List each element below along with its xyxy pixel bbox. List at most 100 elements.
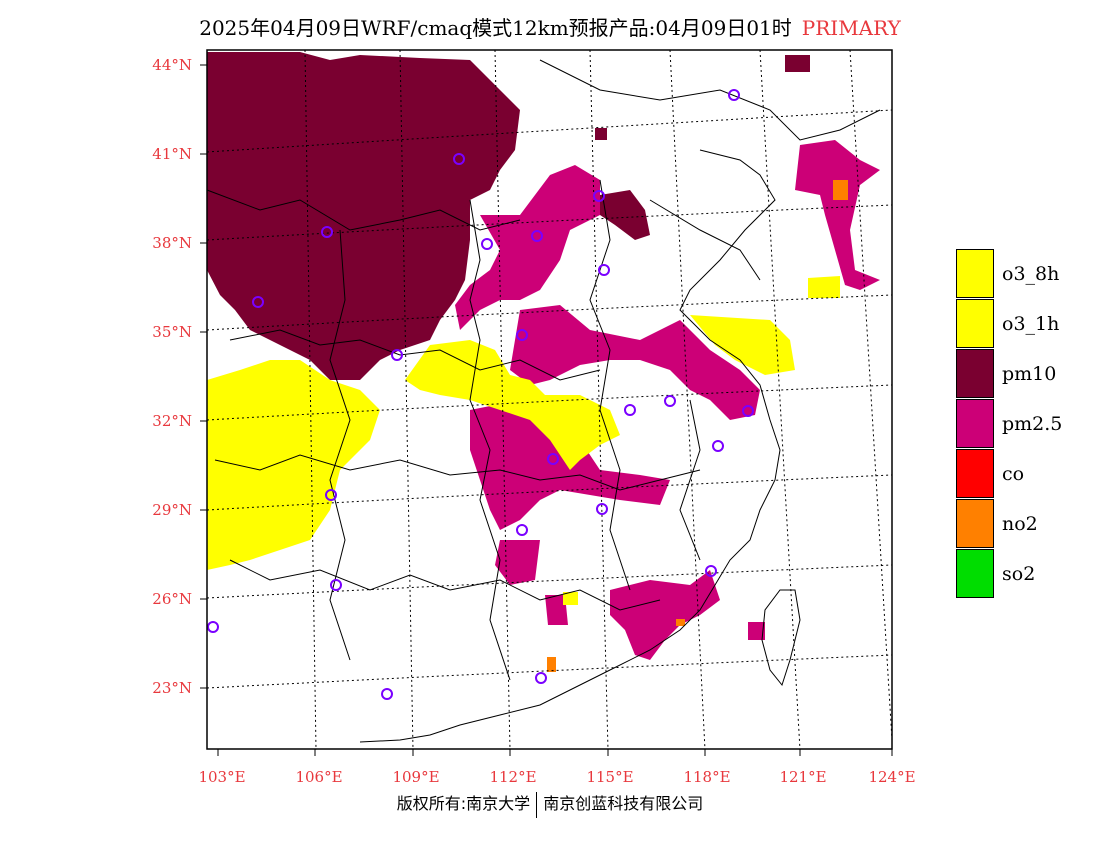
lon-label: 106°E xyxy=(295,768,342,786)
lon-line-109 xyxy=(399,49,414,751)
station-marker xyxy=(321,226,333,238)
pm25-region-taiwan-strait xyxy=(748,622,765,640)
station-marker xyxy=(481,238,493,250)
legend-item-co: co xyxy=(956,449,1078,499)
legend-swatch xyxy=(956,349,994,398)
tick-marks xyxy=(200,64,893,756)
o3-region-south xyxy=(563,592,578,605)
title-text: 2025年04月09日WRF/cmaq模式12km预报产品:04月09日01时 xyxy=(199,16,792,40)
legend-label: pm10 xyxy=(1002,363,1057,385)
legend-swatch xyxy=(956,249,994,298)
station-marker xyxy=(516,524,528,536)
legend-swatch xyxy=(956,399,994,448)
legend-label: no2 xyxy=(1002,513,1038,535)
pollutant-legend: o3_8h o3_1h pm10 pm2.5 co no2 so2 xyxy=(956,249,1078,599)
legend-label: o3_8h xyxy=(1002,263,1060,285)
lon-line-118 xyxy=(669,49,706,751)
pm10-patch-nw2 xyxy=(785,55,810,72)
pm10-patch-north xyxy=(595,128,607,140)
legend-item-o3-1h: o3_1h xyxy=(956,299,1078,349)
pm10-region-northwest xyxy=(207,52,520,380)
legend-swatch xyxy=(956,549,994,598)
lon-line-112 xyxy=(494,49,511,751)
station-marker xyxy=(712,440,724,452)
lon-label: 121°E xyxy=(779,768,826,786)
lon-label: 118°E xyxy=(683,768,730,786)
lat-label: 29°N xyxy=(152,501,192,519)
province-border-4 xyxy=(229,559,661,611)
o3-region-southwest xyxy=(207,360,380,570)
lat-labels: 44°N 41°N 38°N 35°N 32°N 29°N 26°N 23°N xyxy=(152,56,192,697)
station-marker xyxy=(325,489,337,501)
pm25-region-guizhou xyxy=(495,540,540,585)
province-border-5 xyxy=(469,199,511,681)
legend-label: o3_1h xyxy=(1002,313,1060,335)
legend-item-o3-8h: o3_8h xyxy=(956,249,1078,299)
station-marker xyxy=(705,565,717,577)
lat-label: 32°N xyxy=(152,412,192,430)
pm25-region-central xyxy=(510,305,760,420)
station-marker xyxy=(547,453,559,465)
pm25-region-guangxi xyxy=(545,595,568,625)
lon-labels: 103°E 106°E 109°E 112°E 115°E 118°E 121°… xyxy=(198,768,915,786)
pm25-region-fujian xyxy=(610,570,720,660)
legend-item-pm10: pm10 xyxy=(956,349,1078,399)
station-marker xyxy=(742,405,754,417)
lon-label: 124°E xyxy=(868,768,915,786)
primary-tag: PRIMARY xyxy=(801,16,901,40)
legend-item-no2: no2 xyxy=(956,499,1078,549)
province-border-6 xyxy=(589,179,631,591)
station-marker xyxy=(330,579,342,591)
pm10-patch-beijing xyxy=(600,190,650,240)
lon-label: 115°E xyxy=(586,768,633,786)
copyright-right: 南京创蓝科技有限公司 xyxy=(543,794,704,813)
legend-swatch xyxy=(956,499,994,548)
station-marker xyxy=(381,688,393,700)
station-marker xyxy=(535,672,547,684)
province-border-2 xyxy=(229,329,601,381)
station-marker xyxy=(728,89,740,101)
station-marker xyxy=(391,349,403,361)
legend-label: pm2.5 xyxy=(1002,413,1063,435)
station-marker xyxy=(624,404,636,416)
taiwan-outline xyxy=(761,589,801,687)
copyright-footer: 版权所有:南京大学 南京创蓝科技有限公司 xyxy=(0,790,1100,818)
lat-label: 41°N xyxy=(152,145,192,163)
boundary-layer xyxy=(206,59,881,743)
lon-label: 103°E xyxy=(198,768,245,786)
station-marker xyxy=(207,621,219,633)
legend-swatch xyxy=(956,449,994,498)
pollutant-layer xyxy=(207,52,880,672)
station-marker xyxy=(531,230,543,242)
pm25-region-liaoning xyxy=(795,140,880,290)
lat-label: 38°N xyxy=(152,234,192,252)
station-marker xyxy=(516,329,528,341)
station-marker xyxy=(252,296,264,308)
province-border-1 xyxy=(206,189,521,231)
lon-line-121 xyxy=(759,49,801,751)
province-border-9 xyxy=(539,59,881,141)
station-marker xyxy=(593,190,605,202)
station-marker xyxy=(596,503,608,515)
legend-item-pm25: pm2.5 xyxy=(956,399,1078,449)
o3-region-korea-bay xyxy=(808,276,840,298)
coastline xyxy=(359,149,781,743)
lat-label: 44°N xyxy=(152,56,192,74)
station-markers xyxy=(207,89,754,700)
no2-patch-liaoning xyxy=(833,180,848,200)
map-frame xyxy=(206,49,893,750)
o3-region-east xyxy=(690,315,795,375)
station-marker xyxy=(453,153,465,165)
map-title: 2025年04月09日WRF/cmaq模式12km预报产品:04月09日01时 P… xyxy=(0,12,1100,41)
lat-label: 35°N xyxy=(152,323,192,341)
legend-swatch xyxy=(956,299,994,348)
station-marker xyxy=(598,264,610,276)
province-border-7 xyxy=(329,229,351,661)
o3-region-central-band xyxy=(405,340,620,470)
legend-label: co xyxy=(1002,463,1025,485)
legend-label: so2 xyxy=(1002,563,1036,585)
lon-label: 112°E xyxy=(489,768,536,786)
no2-patch-fujian xyxy=(676,619,685,626)
province-border-10 xyxy=(679,399,701,561)
